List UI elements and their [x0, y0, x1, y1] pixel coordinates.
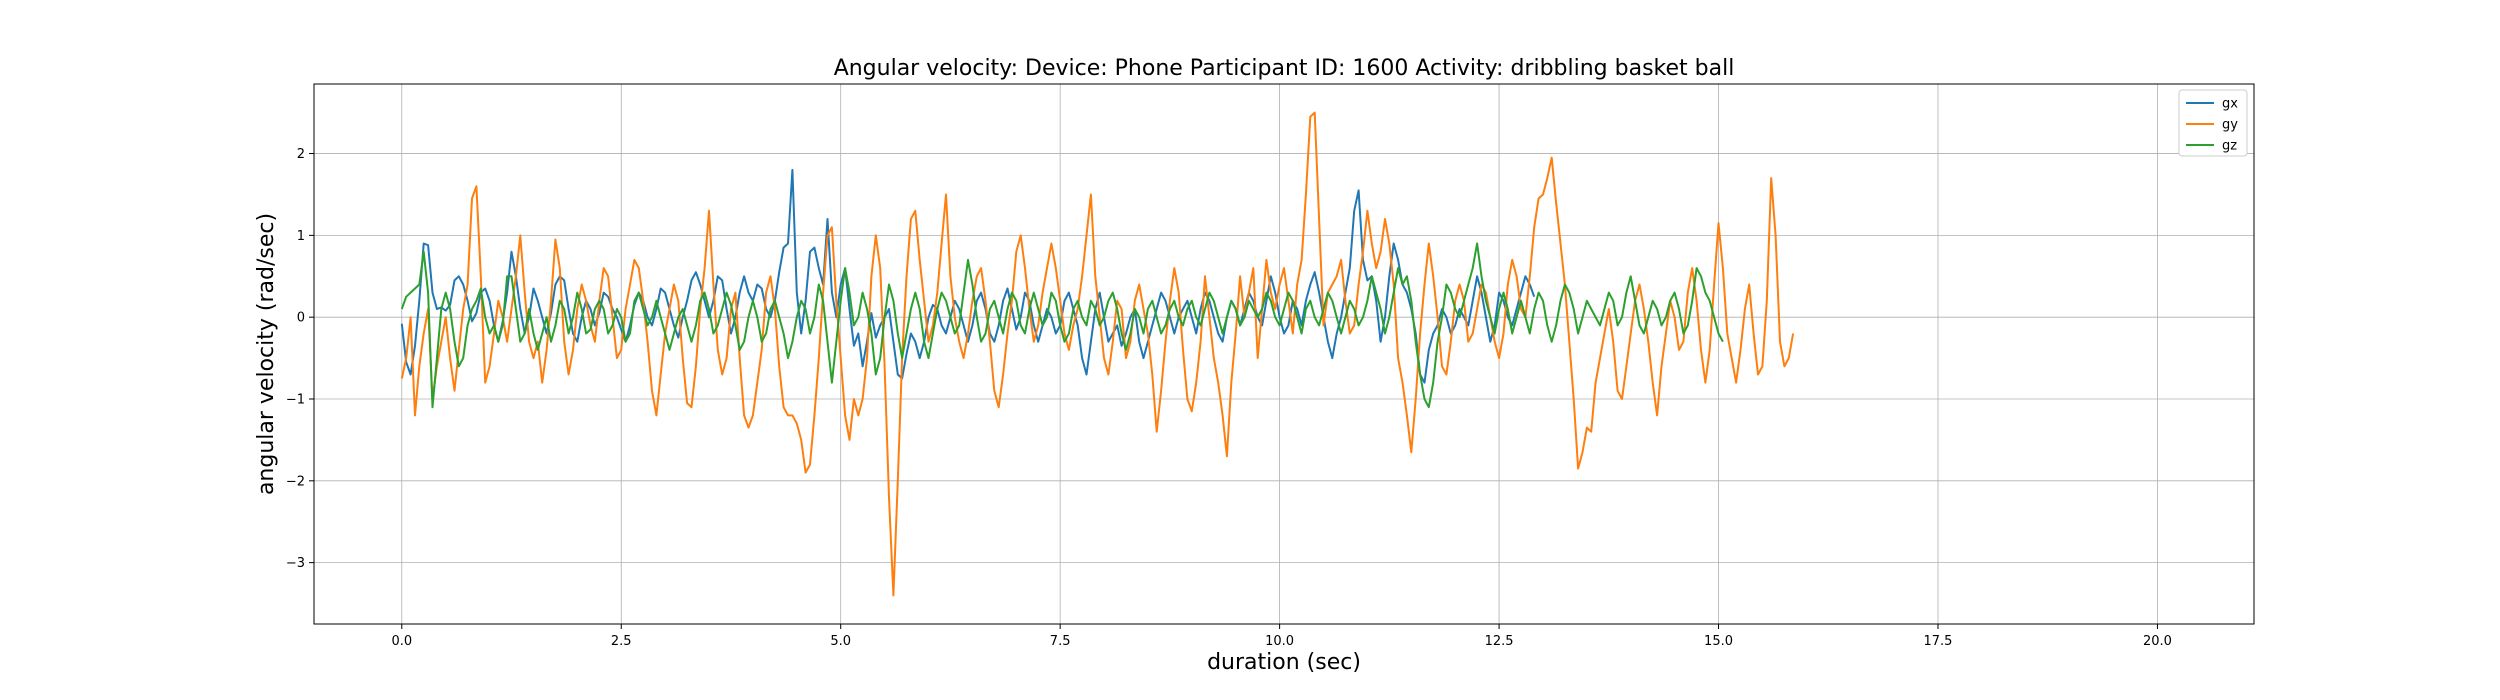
- y-tick-label: −2: [286, 474, 305, 489]
- chart-title: Angular velocity: Device: Phone Particip…: [834, 56, 1735, 81]
- legend-label-gz: gz: [2222, 139, 2237, 154]
- x-tick-label: 0.0: [391, 634, 412, 649]
- x-tick-label: 2.5: [611, 634, 632, 649]
- x-axis-label: duration (sec): [1207, 650, 1361, 675]
- plot-area-frame: [313, 83, 2255, 625]
- x-tick-label: 17.5: [1924, 634, 1953, 649]
- legend-label-gx: gx: [2222, 97, 2238, 112]
- y-tick-label: 2: [297, 147, 305, 162]
- y-axis: 2 1 0 −1 −2 −3: [286, 147, 314, 571]
- y-tick-label: 0: [297, 311, 305, 326]
- x-tick-label: 7.5: [1050, 634, 1071, 649]
- x-axis: 0.0 2.5 5.0 7.5 10.0 12.5 15.0 17.5 20.0: [391, 624, 2172, 649]
- x-tick-label: 20.0: [2143, 634, 2172, 649]
- grid-lines: [314, 84, 2254, 624]
- x-tick-label: 5.0: [830, 634, 851, 649]
- legend: gx gy gz: [2178, 89, 2248, 157]
- series-line-gy: [400, 111, 1795, 597]
- series-line-gz: [400, 242, 1724, 409]
- legend-label-gy: gy: [2222, 118, 2238, 133]
- y-tick-label: 1: [297, 229, 305, 244]
- x-tick-label: 12.5: [1485, 634, 1514, 649]
- x-tick-label: 15.0: [1704, 634, 1733, 649]
- series-lines: [400, 111, 1795, 597]
- y-axis-label: angular velocity (rad/sec): [254, 213, 279, 495]
- y-tick-label: −3: [286, 556, 305, 571]
- x-tick-label: 10.0: [1265, 634, 1294, 649]
- y-tick-label: −1: [286, 393, 305, 408]
